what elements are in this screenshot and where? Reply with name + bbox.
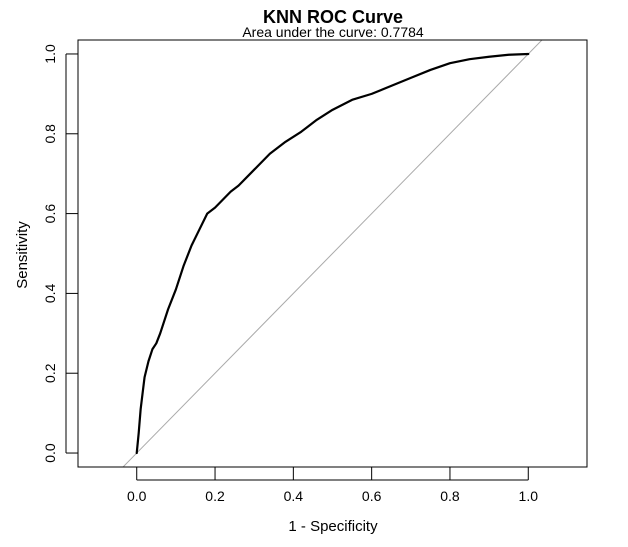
y-tick-label: 0.8 — [42, 124, 58, 144]
y-tick-label: 1.0 — [42, 44, 58, 64]
plot-frame — [77, 39, 588, 468]
x-tick-label: 0.4 — [284, 488, 304, 504]
x-axis-label: 1 - Specificity — [288, 518, 378, 535]
y-tick-label: 0.0 — [42, 443, 58, 463]
x-tick-label: 0.8 — [440, 488, 460, 504]
x-tick-label: 0.2 — [205, 488, 225, 504]
chart-title: KNN ROC Curve — [263, 7, 403, 27]
y-tick-label: 0.2 — [42, 363, 58, 383]
x-tick-label: 1.0 — [519, 488, 539, 504]
y-tick-label: 0.6 — [42, 204, 58, 224]
x-tick-label: 0.0 — [127, 488, 147, 504]
y-tick-label: 0.4 — [42, 283, 58, 303]
chart-subtitle: Area under the curve: 0.7784 — [242, 24, 424, 40]
reference-diagonal-line — [122, 40, 543, 467]
y-axis-label: Sensitivity — [14, 221, 31, 289]
x-tick-label: 0.6 — [362, 488, 382, 504]
roc-curve-line — [135, 52, 530, 455]
